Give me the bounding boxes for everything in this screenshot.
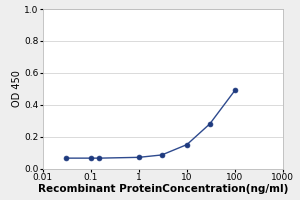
- X-axis label: Recombinant ProteinConcentration(ng/ml): Recombinant ProteinConcentration(ng/ml): [38, 184, 288, 194]
- Y-axis label: OD 450: OD 450: [12, 70, 22, 107]
